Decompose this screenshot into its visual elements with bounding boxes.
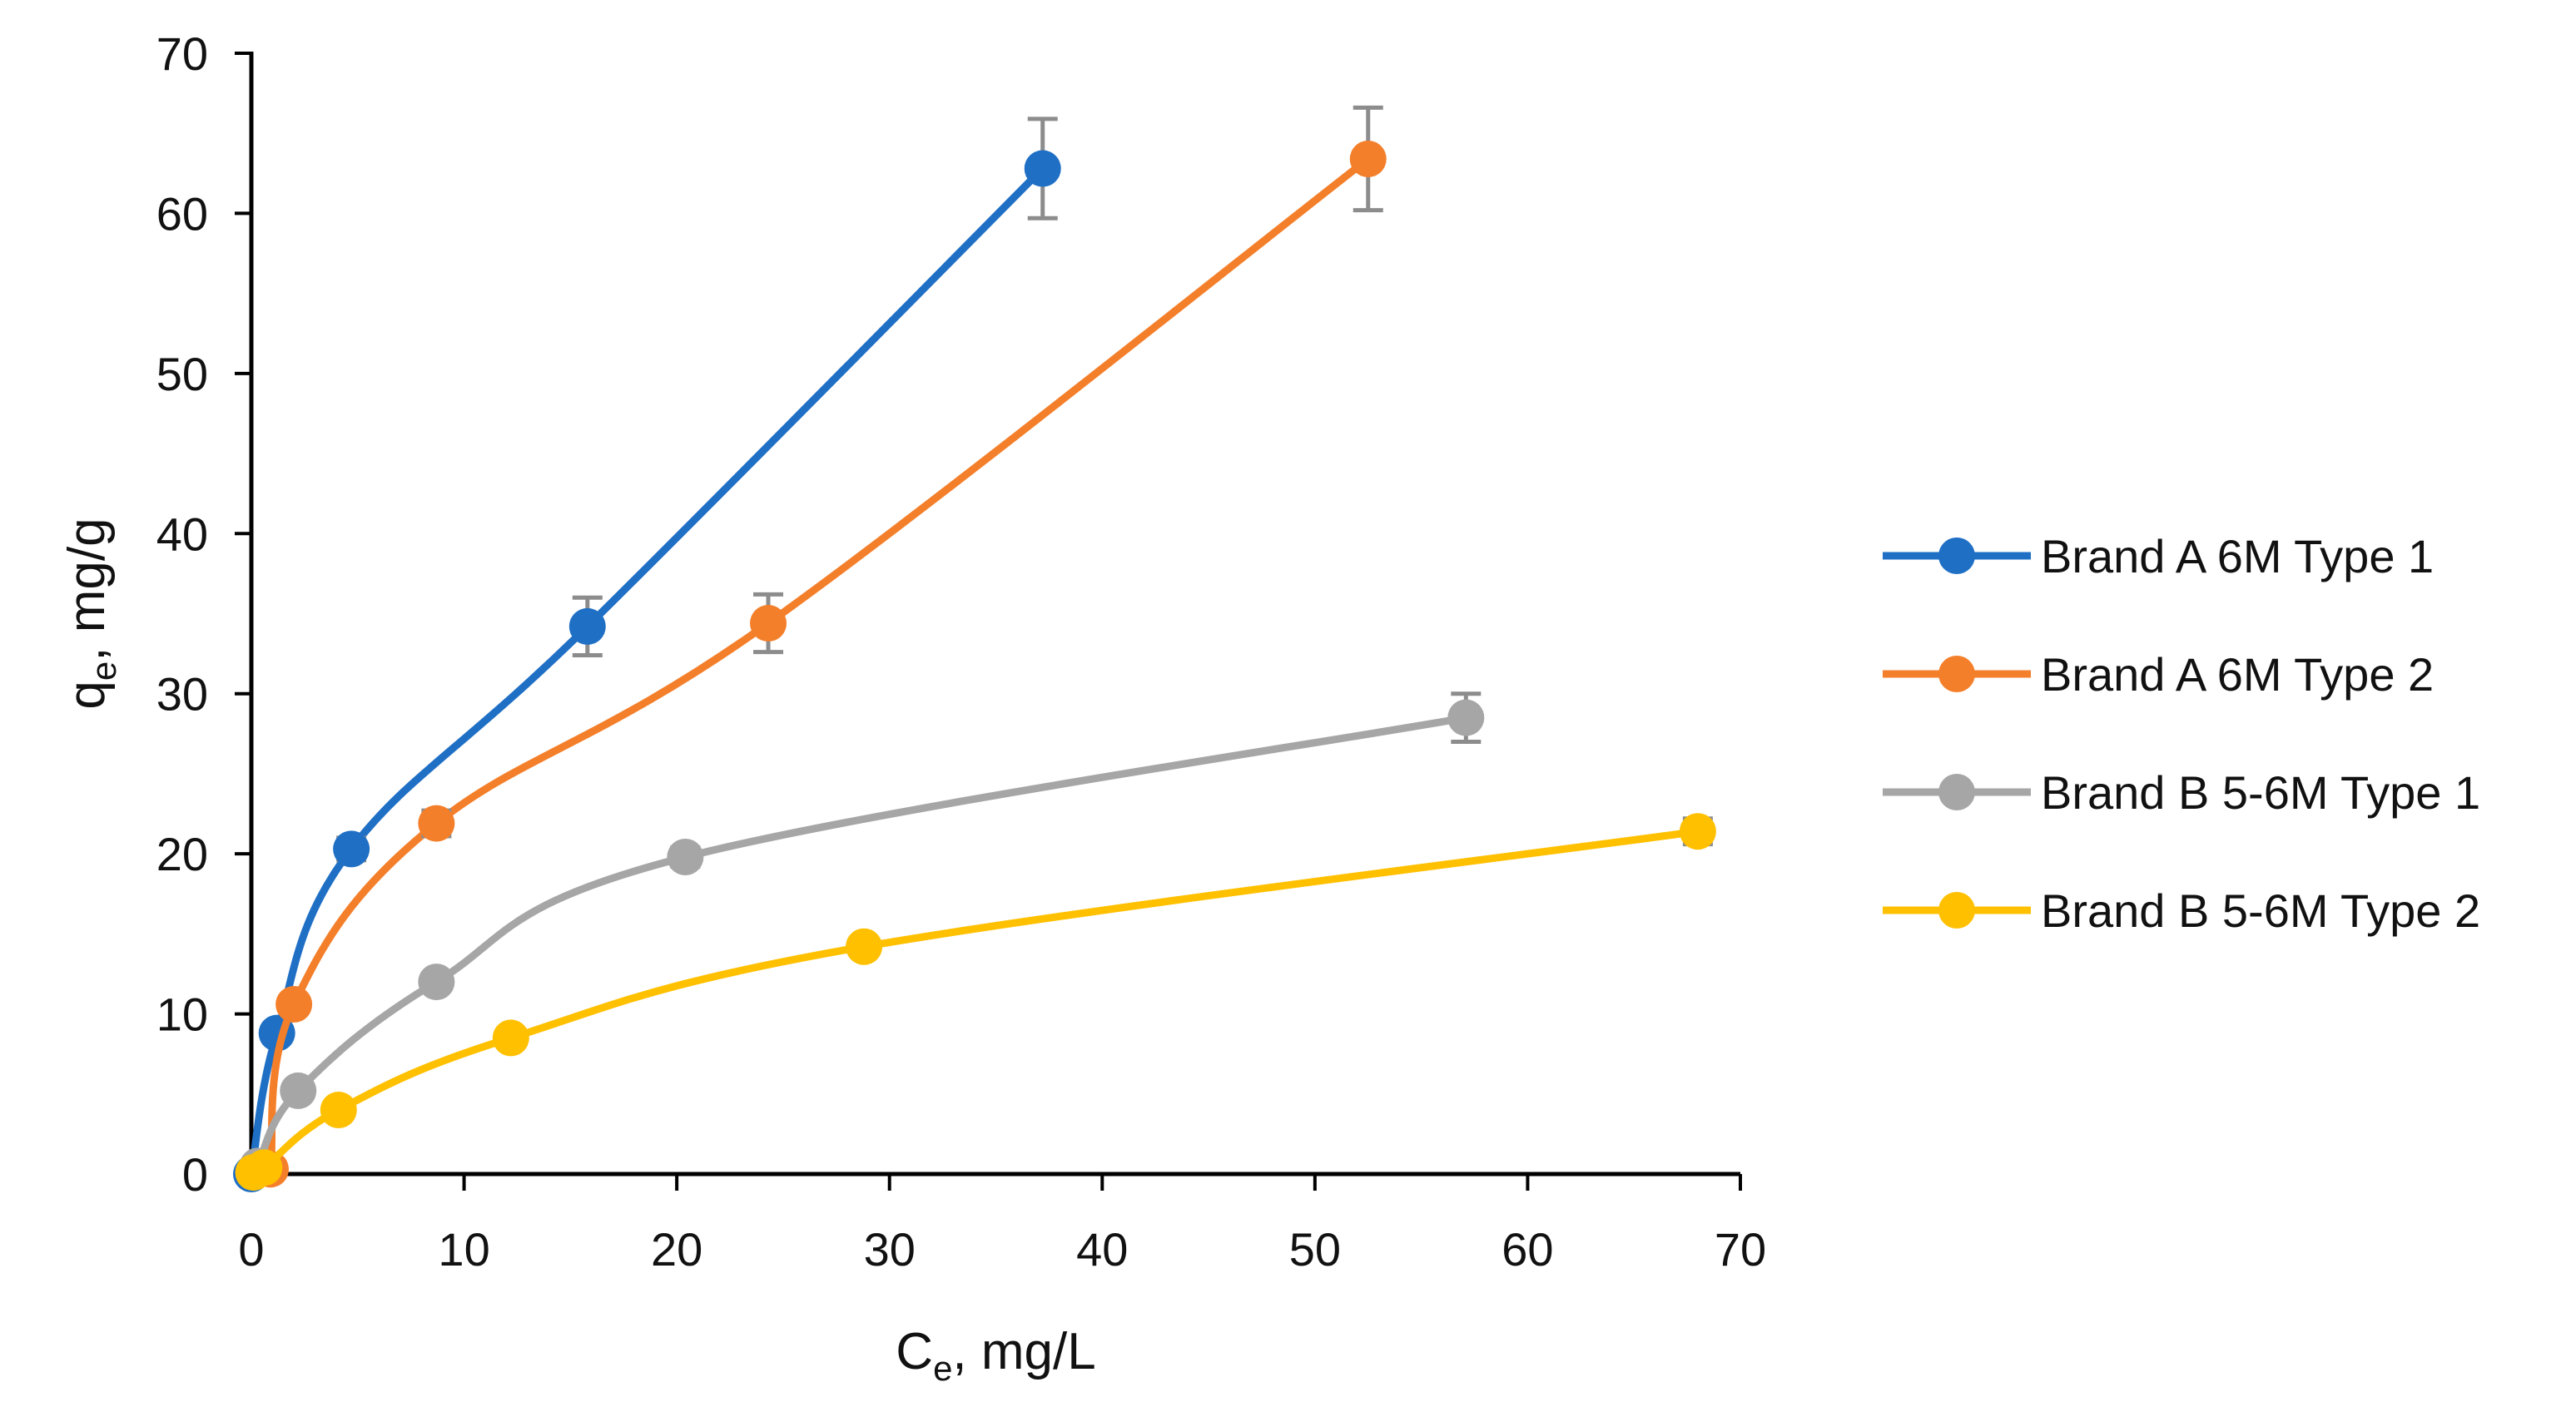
series-1: [233, 116, 1061, 1192]
legend-item: Brand B 5-6M Type 2: [1883, 884, 2480, 937]
series-layer: [233, 105, 1716, 1192]
legend-swatch-marker: [1938, 774, 1975, 810]
data-point: [750, 605, 787, 642]
legend-swatch-marker: [1938, 538, 1975, 574]
y-tick-label: 70: [156, 27, 208, 80]
x-tick-label: 30: [864, 1223, 916, 1276]
y-tick-label: 0: [182, 1148, 208, 1201]
legend-swatch-marker: [1938, 892, 1975, 929]
data-point: [333, 830, 370, 868]
axes: 0 10 20 30 40 50 60 70 0 10 20 30 40 50 60 70: [156, 27, 1766, 1276]
legend-item: Brand B 5-6M Type 1: [1883, 766, 2480, 819]
data-point: [418, 805, 455, 842]
x-tick-label: 20: [651, 1223, 702, 1276]
data-point: [492, 1019, 529, 1057]
y-tick-label: 10: [156, 988, 208, 1041]
y-tick-label: 50: [156, 348, 208, 400]
legend-label: Brand A 6M Type 2: [2041, 648, 2434, 701]
y-axis-title: qe, mg/g: [58, 518, 123, 709]
legend-item: Brand A 6M Type 2: [1883, 648, 2434, 701]
legend-label: Brand B 5-6M Type 2: [2041, 884, 2480, 937]
data-point: [1679, 813, 1716, 850]
legend-item: Brand A 6M Type 1: [1883, 530, 2434, 582]
y-tick-label: 20: [156, 828, 208, 880]
data-point: [280, 1072, 317, 1109]
data-point: [846, 928, 883, 965]
legend-swatch-marker: [1938, 656, 1975, 692]
series-line: [250, 827, 1702, 1178]
data-point: [1447, 699, 1485, 736]
x-tick-label: 60: [1501, 1223, 1553, 1276]
series-2: [252, 105, 1387, 1188]
data-point: [667, 838, 704, 875]
legend: Brand A 6M Type 1 Brand A 6M Type 2 Brand …: [1883, 530, 2480, 937]
x-tick-label: 0: [238, 1223, 264, 1276]
legend-label: Brand A 6M Type 1: [2041, 530, 2434, 582]
x-axis-title: Ce, mg/L: [896, 1323, 1095, 1388]
y-tick-label: 30: [156, 668, 208, 721]
data-point: [246, 1149, 283, 1187]
x-tick-label: 10: [438, 1223, 489, 1276]
y-tick-label: 40: [156, 508, 208, 560]
data-point: [568, 607, 606, 645]
legend-label: Brand B 5-6M Type 1: [2041, 766, 2480, 819]
data-point: [275, 986, 313, 1023]
series-4: [235, 813, 1716, 1191]
data-point: [418, 964, 455, 1001]
data-point: [1349, 141, 1387, 178]
data-point: [320, 1092, 357, 1129]
data-point: [1024, 150, 1061, 187]
series-line: [266, 155, 1372, 1173]
y-tick-label: 60: [156, 187, 208, 240]
x-tick-label: 70: [1715, 1223, 1766, 1276]
x-tick-label: 40: [1076, 1223, 1128, 1276]
x-tick-label: 50: [1289, 1223, 1341, 1276]
